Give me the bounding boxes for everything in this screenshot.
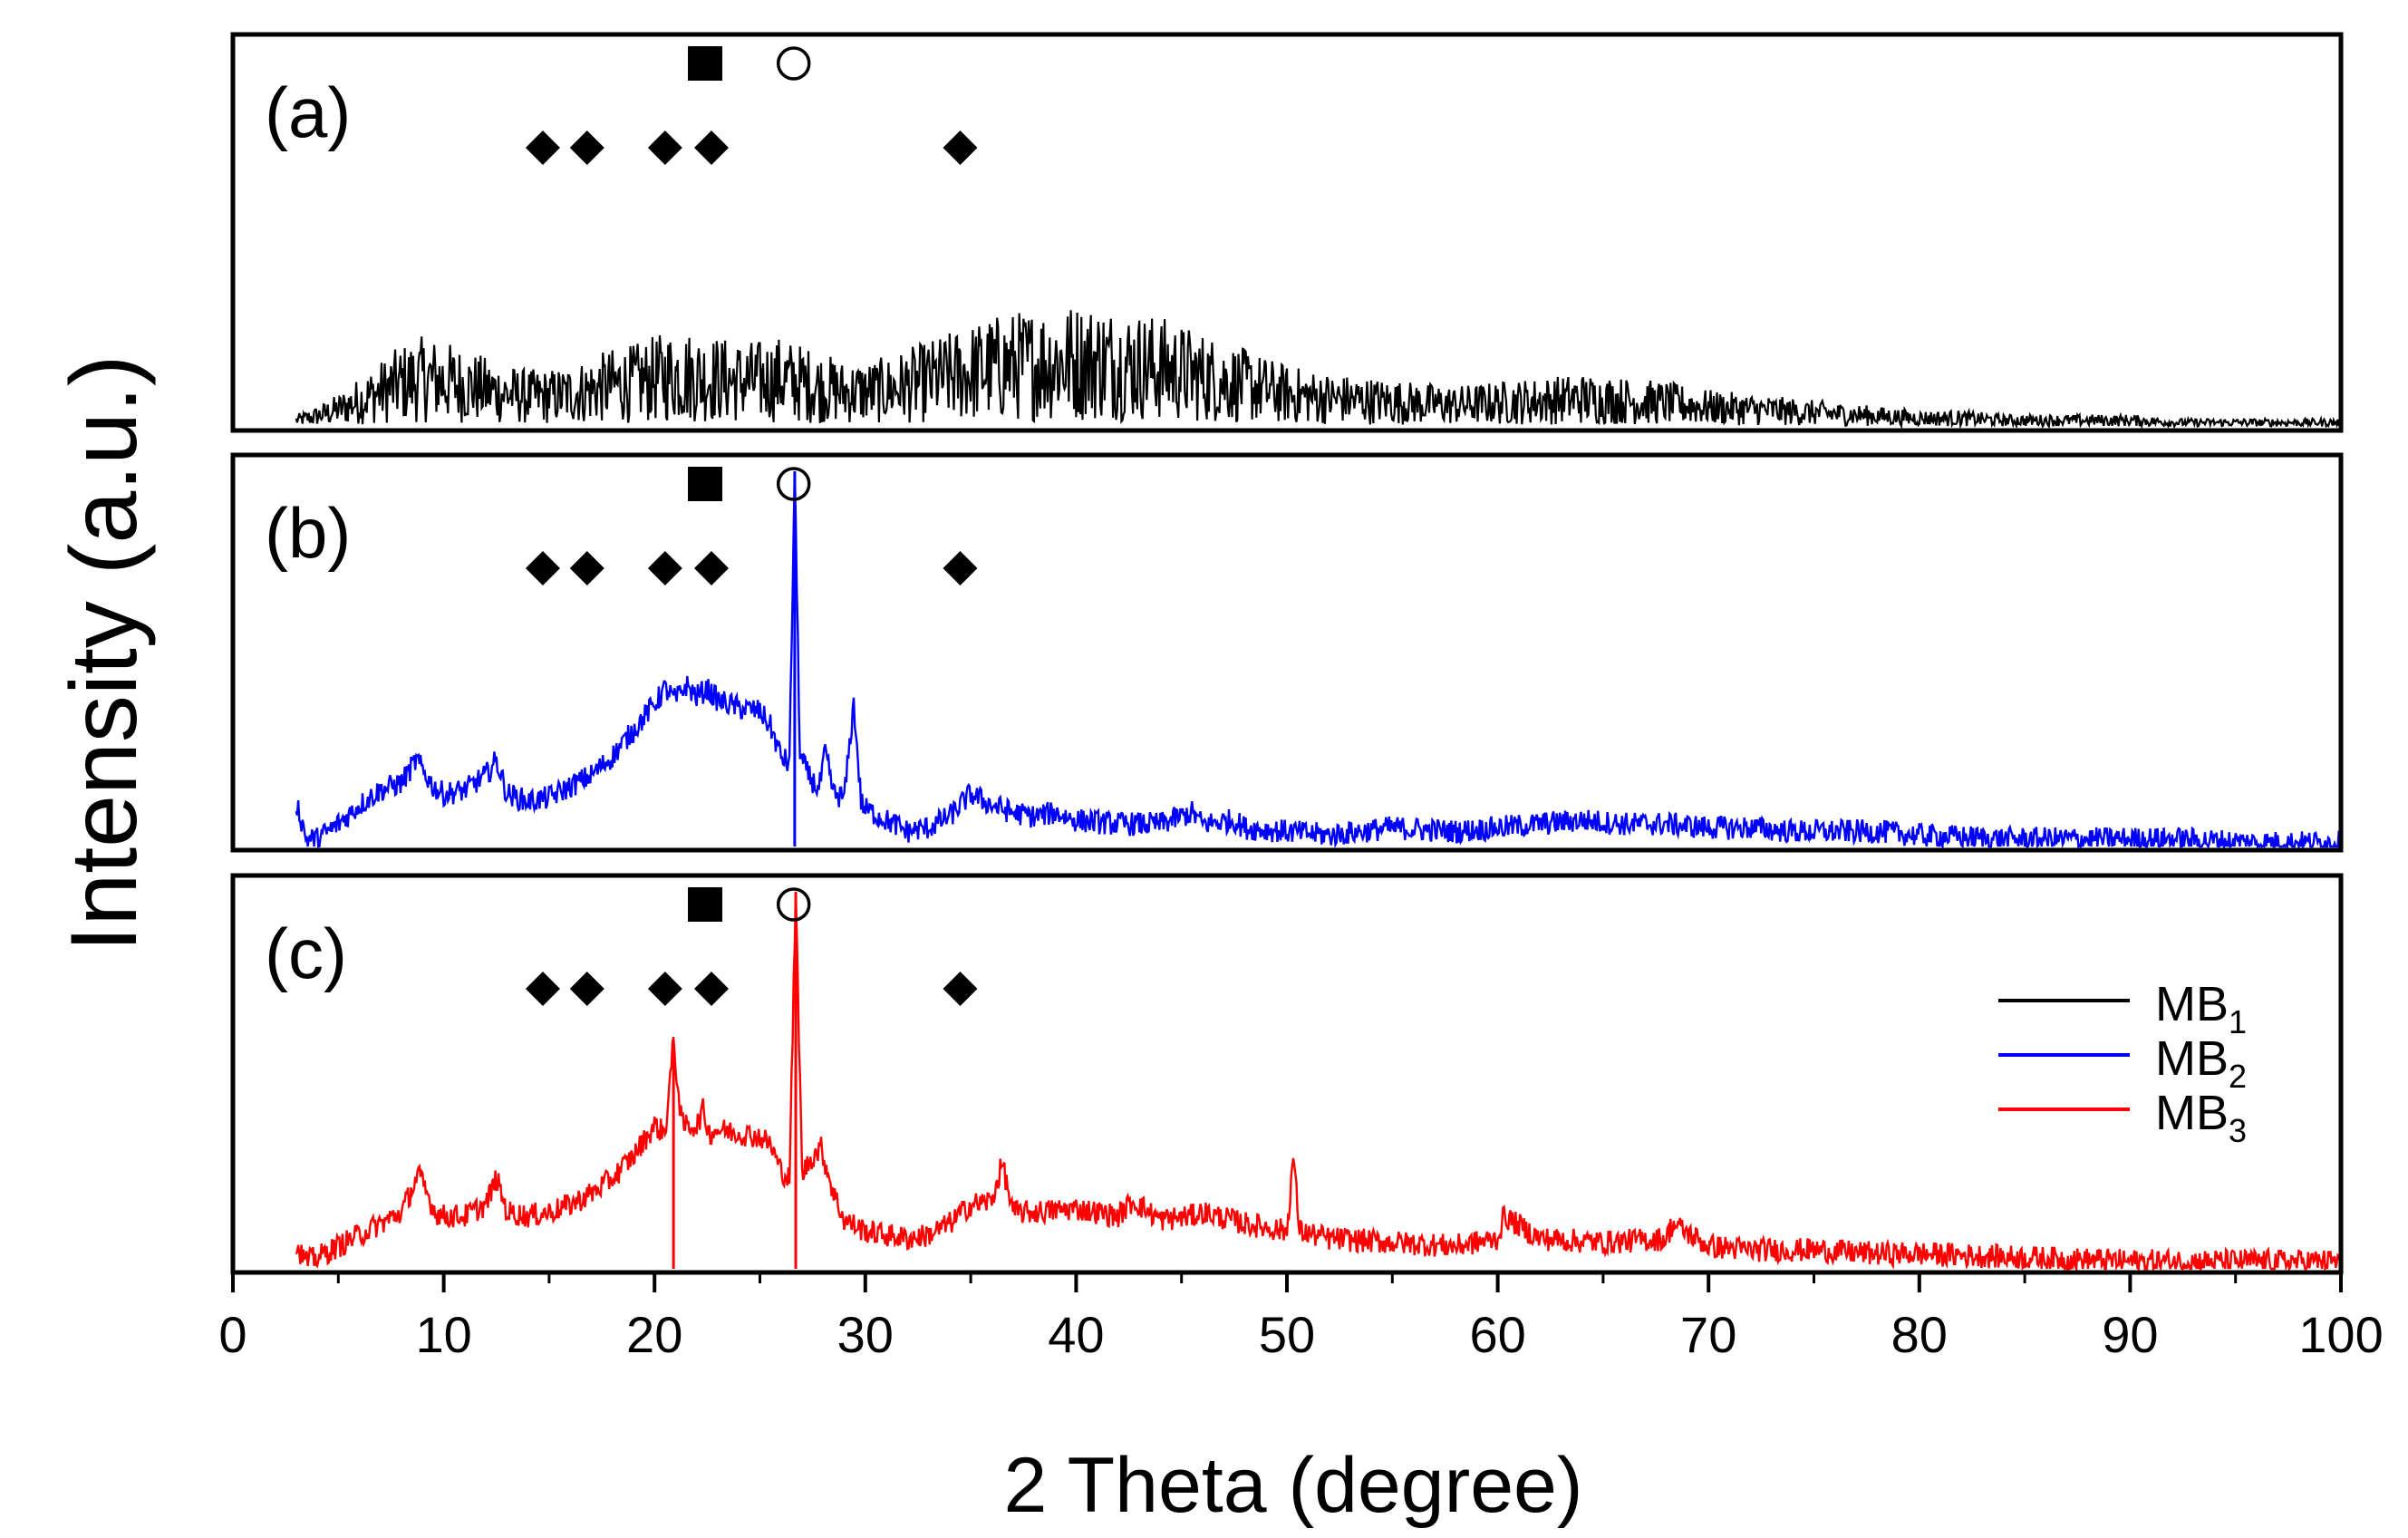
panel-label: (a) [265, 73, 351, 152]
legend-item: MB3 [1998, 1086, 2247, 1149]
x-tick-label: 60 [1469, 1306, 1525, 1363]
panel-b: (b) [230, 452, 2344, 853]
panel-frame [230, 32, 2344, 433]
panels-layer: (a) (b) (c) [230, 32, 2344, 1275]
diamond-marker [525, 131, 560, 165]
panel-frame [230, 452, 2344, 853]
diamond-marker [943, 131, 978, 165]
circle-marker [776, 46, 811, 81]
diamond-marker [569, 972, 604, 1006]
diamond-marker [569, 131, 604, 165]
panel-label: (b) [265, 493, 351, 573]
x-tick-label: 80 [1891, 1306, 1948, 1363]
panel-label: (c) [265, 914, 347, 993]
diamond-marker [525, 972, 560, 1006]
diamond-marker [694, 551, 730, 585]
x-tick-label: 40 [1048, 1306, 1104, 1363]
x-tick-label: 20 [626, 1306, 682, 1363]
x-tick-label: 30 [837, 1306, 894, 1363]
circle-marker [776, 887, 811, 922]
panel-a: (a) [230, 32, 2344, 433]
x-tick-label: 100 [2298, 1306, 2383, 1363]
x-tick-label: 90 [2102, 1306, 2158, 1363]
diamond-marker [647, 972, 682, 1006]
x-axis-label: 2 Theta (degree) [1003, 1442, 1582, 1529]
diamond-marker [569, 551, 604, 585]
diamond-marker [647, 551, 682, 585]
diamond-marker [943, 972, 978, 1006]
diamond-marker [694, 972, 730, 1006]
x-tick-label: 0 [218, 1306, 247, 1363]
diamond-marker [647, 131, 682, 165]
square-marker [688, 46, 723, 81]
series-line-mb2 [295, 470, 2341, 851]
series-line-mb3 [295, 891, 2343, 1273]
diamond-marker [694, 131, 730, 165]
series-line-mb1 [295, 310, 2342, 430]
diamond-marker [943, 551, 978, 585]
circle-marker [776, 467, 811, 501]
panel-c: (c) [230, 873, 2344, 1275]
square-marker [688, 467, 723, 501]
legend-label: MB3 [2155, 1086, 2247, 1149]
x-tick-label: 10 [415, 1306, 471, 1363]
square-marker [688, 887, 723, 922]
x-tick-label: 70 [1680, 1306, 1736, 1363]
x-tick-label: 50 [1259, 1306, 1315, 1363]
diamond-marker [525, 551, 560, 585]
x-axis: 0 10 20 30 40 50 60 70 80 90 100 [218, 1272, 2384, 1363]
y-axis-label: Intensity (a.u.) [52, 355, 157, 953]
